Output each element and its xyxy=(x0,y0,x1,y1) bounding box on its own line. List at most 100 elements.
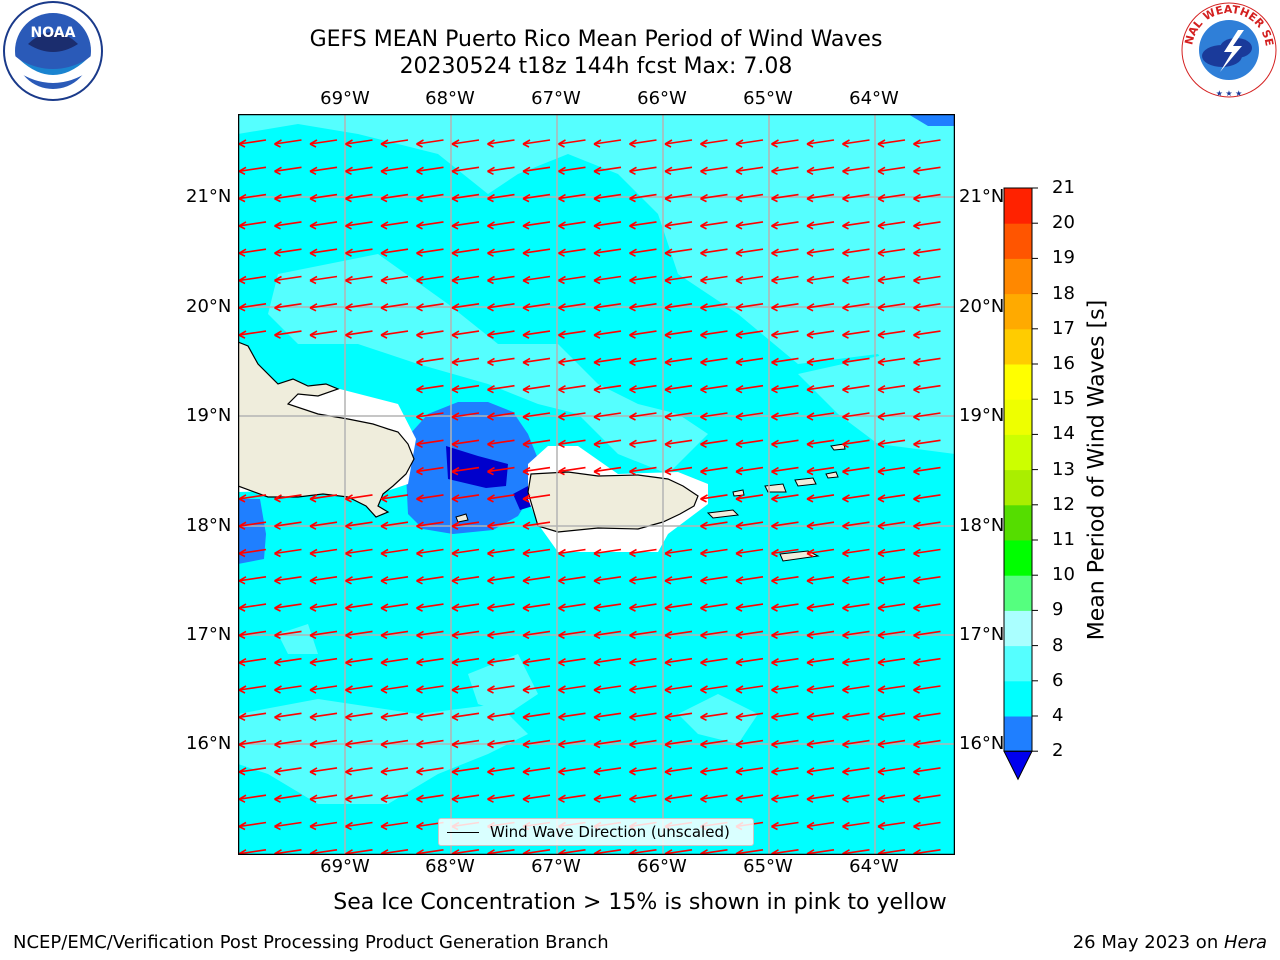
wind-wave-arrow xyxy=(771,412,799,421)
wind-wave-arrow xyxy=(345,139,373,148)
legend-line-swatch xyxy=(447,832,479,833)
wind-wave-arrow xyxy=(593,794,622,803)
colorbar-tick-label: 10 xyxy=(1052,564,1075,586)
wind-wave-arrow xyxy=(771,603,799,612)
wind-wave-arrow xyxy=(416,330,444,339)
wind-wave-arrow xyxy=(664,657,693,667)
wind-wave-arrow xyxy=(593,139,622,148)
wind-wave-arrow xyxy=(522,439,551,449)
wind-wave-arrow xyxy=(913,248,941,257)
wind-wave-arrow xyxy=(522,384,551,394)
footer-date: 26 May 2023 on Hera xyxy=(1073,932,1267,953)
wind-wave-arrow xyxy=(238,767,267,776)
wind-wave-arrow xyxy=(487,794,515,803)
wind-wave-arrow xyxy=(629,548,657,558)
wind-wave-arrow xyxy=(558,767,586,776)
wind-wave-arrow xyxy=(842,548,870,558)
colorbar-segment xyxy=(1004,575,1032,611)
legend-label: Wind Wave Direction (unscaled) xyxy=(490,823,730,841)
wind-wave-arrow xyxy=(522,494,551,503)
colorbar-under-triangle xyxy=(1003,750,1033,781)
colorbar-tick-label: 9 xyxy=(1052,599,1064,621)
wind-wave-arrow xyxy=(664,357,693,367)
wind-wave-arrow xyxy=(735,166,764,176)
wind-wave-arrow xyxy=(771,739,799,749)
wind-wave-arrow xyxy=(806,603,835,612)
wind-wave-arrow xyxy=(913,193,941,203)
wind-wave-arrow xyxy=(274,221,302,230)
wind-wave-arrow xyxy=(238,630,267,640)
wind-wave-arrow xyxy=(451,657,480,667)
wind-wave-arrow xyxy=(664,166,693,176)
wind-wave-arrow xyxy=(238,139,267,148)
footer-credit: NCEP/EMC/Verification Post Processing Pr… xyxy=(13,932,609,953)
wind-wave-arrow xyxy=(629,630,657,640)
wind-wave-arrow xyxy=(309,521,338,530)
wind-wave-arrow xyxy=(771,494,799,503)
wind-wave-arrow xyxy=(487,412,515,421)
wind-wave-arrow xyxy=(877,466,906,476)
wind-wave-arrow xyxy=(451,275,480,285)
wind-wave-arrow xyxy=(664,712,693,722)
wind-wave-arrow xyxy=(345,712,373,722)
wind-wave-arrow xyxy=(522,466,551,476)
wind-wave-arrow xyxy=(487,603,515,612)
wind-wave-arrow xyxy=(451,712,480,722)
island-land xyxy=(825,471,839,479)
colorbar-segment xyxy=(1004,645,1032,682)
wind-wave-arrow xyxy=(558,166,586,176)
lat-label-right: 20°N xyxy=(959,296,1005,317)
lat-label-left: 16°N xyxy=(186,733,232,754)
wind-wave-arrow xyxy=(274,248,302,257)
wind-wave-arrow xyxy=(842,193,870,203)
wind-wave-arrow xyxy=(806,330,835,339)
wind-wave-arrow xyxy=(593,548,622,558)
wind-wave-arrow xyxy=(451,384,480,394)
wind-wave-arrow xyxy=(345,739,373,749)
wind-wave-arrow xyxy=(558,357,586,367)
svg-text:★ ★ ★: ★ ★ ★ xyxy=(1216,89,1243,98)
wind-wave-arrow xyxy=(664,603,693,612)
colorbar-tick-label: 20 xyxy=(1052,212,1075,234)
wind-wave-arrow xyxy=(558,576,586,585)
wind-wave-arrow xyxy=(274,193,302,203)
colorbar-segment xyxy=(1004,716,1032,752)
wind-wave-arrow xyxy=(522,275,551,285)
wind-wave-arrow xyxy=(274,767,302,776)
wind-wave-arrow xyxy=(238,712,267,722)
wind-wave-arrow xyxy=(380,248,409,257)
wind-wave-arrow xyxy=(842,739,870,749)
wind-wave-arrow xyxy=(345,794,373,803)
wind-wave-arrow xyxy=(877,166,906,176)
lon-label-top: 67°W xyxy=(531,88,581,109)
wind-wave-arrow xyxy=(735,494,764,503)
wind-wave-arrow xyxy=(522,330,551,339)
wind-wave-arrow xyxy=(416,767,444,776)
wind-wave-arrow xyxy=(629,303,657,312)
wind-wave-arrow xyxy=(913,330,941,339)
wind-wave-arrow xyxy=(522,303,551,312)
wind-wave-arrow xyxy=(806,275,835,285)
lat-label-left: 21°N xyxy=(186,186,232,207)
wind-wave-arrow xyxy=(629,221,657,230)
wind-wave-arrow xyxy=(593,630,622,640)
wind-wave-arrow xyxy=(700,412,728,421)
wind-wave-arrow xyxy=(842,494,870,503)
wind-wave-arrow xyxy=(735,712,764,722)
wind-wave-arrow xyxy=(629,794,657,803)
wind-wave-arrow xyxy=(416,494,444,503)
wind-wave-arrow xyxy=(913,221,941,230)
wind-wave-arrow xyxy=(806,794,835,803)
light-period-region xyxy=(238,699,528,804)
light-period-region xyxy=(238,114,955,414)
lon-label-top: 66°W xyxy=(637,88,687,109)
wind-wave-arrow xyxy=(451,576,480,585)
wind-wave-arrow xyxy=(274,330,302,339)
map-panel xyxy=(238,114,955,855)
wind-wave-arrow xyxy=(522,248,551,257)
wind-wave-arrow xyxy=(771,275,799,285)
wind-wave-arrow xyxy=(842,821,870,831)
wind-wave-arrow xyxy=(558,548,586,558)
wind-wave-arrow xyxy=(487,685,515,694)
wind-wave-arrow xyxy=(309,630,338,640)
